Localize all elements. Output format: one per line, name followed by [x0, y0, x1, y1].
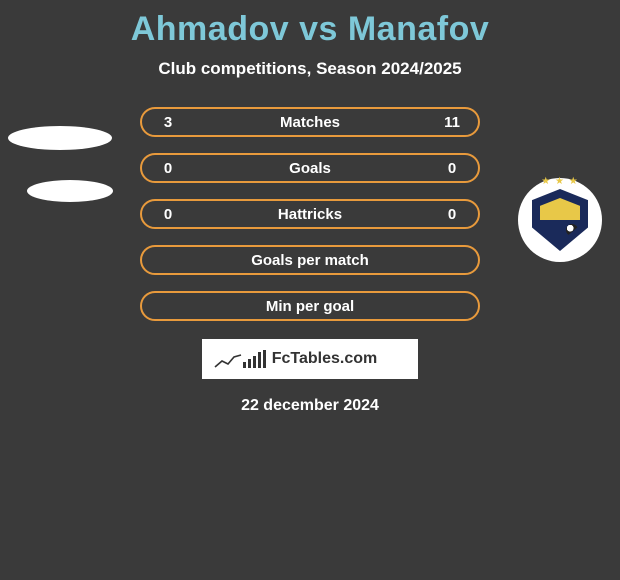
- left-badge-placeholder-2: [27, 180, 113, 202]
- fctables-watermark: FcTables.com: [202, 339, 418, 379]
- stat-right-value: 0: [440, 206, 464, 223]
- stat-row: 0Hattricks0: [140, 199, 480, 229]
- club-shield-icon: [532, 189, 588, 251]
- stat-right-value: 11: [440, 114, 464, 131]
- stat-label: Goals: [180, 160, 440, 177]
- bar-icon: [253, 356, 256, 368]
- stat-row: Min per goal: [140, 291, 480, 321]
- bar-icon: [258, 352, 261, 368]
- stat-row: Goals per match: [140, 245, 480, 275]
- bar-icon: [248, 359, 251, 368]
- stat-left-value: 3: [156, 114, 180, 131]
- stat-label: Hattricks: [180, 206, 440, 223]
- bar-icon: [243, 362, 246, 368]
- bars-icon: [243, 350, 266, 368]
- left-badge-placeholder-1: [8, 126, 112, 150]
- stat-left-value: 0: [156, 206, 180, 223]
- stat-label: Min per goal: [180, 298, 440, 315]
- club-stars-icon: ★ ★ ★: [541, 176, 578, 187]
- stat-label: Matches: [180, 114, 440, 131]
- stat-row: 0Goals0: [140, 153, 480, 183]
- bar-icon: [263, 350, 266, 368]
- stat-label: Goals per match: [180, 252, 440, 269]
- stat-row: 3Matches11: [140, 107, 480, 137]
- right-club-logo: ★ ★ ★: [518, 178, 602, 262]
- stat-left-value: 0: [156, 160, 180, 177]
- trendline-icon: [214, 354, 242, 368]
- stat-right-value: 0: [440, 160, 464, 177]
- page-title: Ahmadov vs Manafov: [0, 0, 620, 49]
- ball-icon: [566, 224, 578, 236]
- snapshot-date: 22 december 2024: [0, 397, 620, 415]
- subtitle: Club competitions, Season 2024/2025: [0, 59, 620, 79]
- watermark-text: FcTables.com: [272, 350, 378, 368]
